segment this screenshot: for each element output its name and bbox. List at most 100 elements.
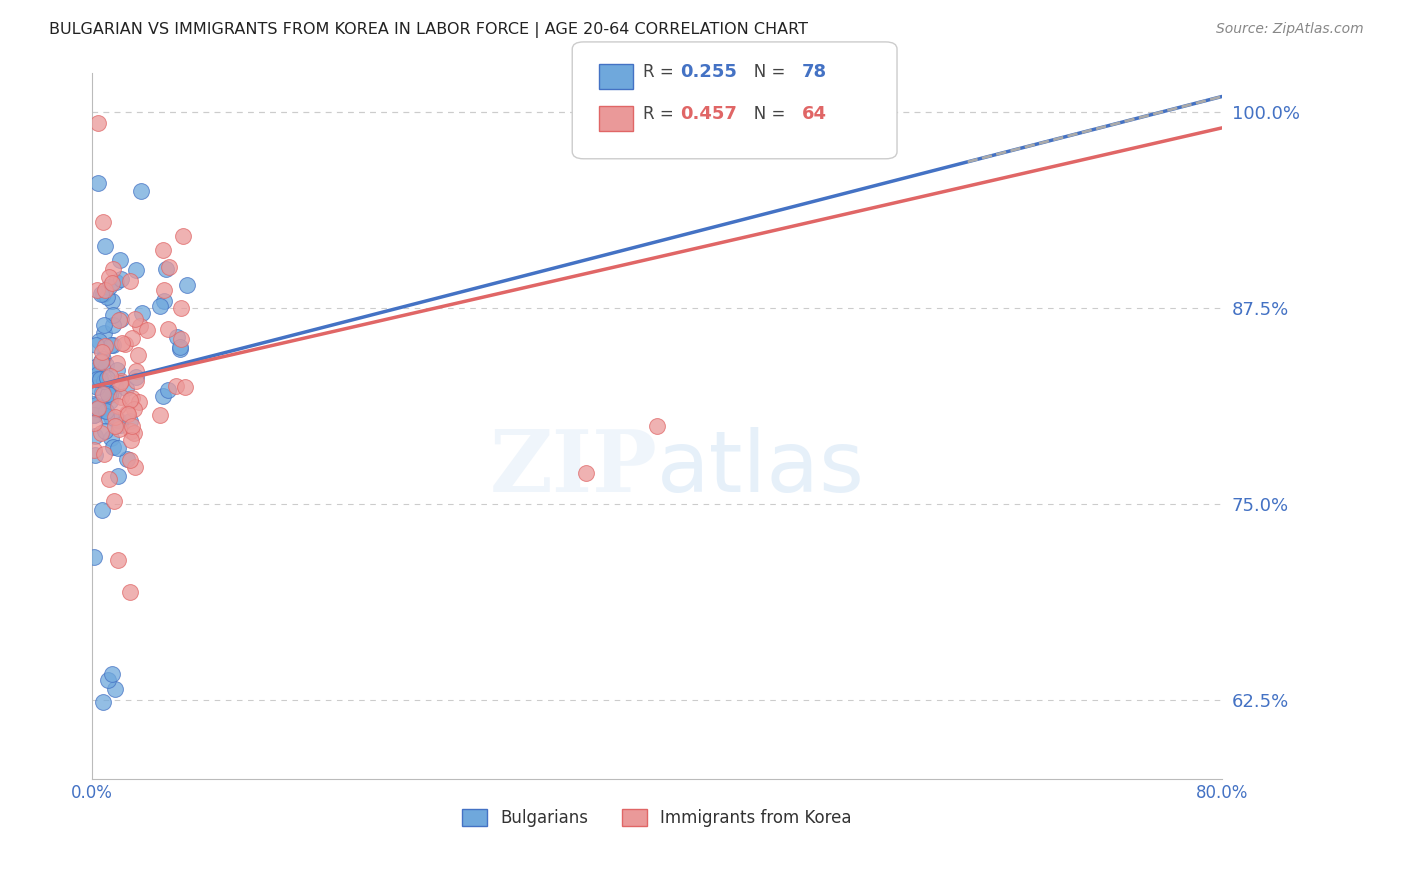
Point bbox=[121, 418, 143, 433]
Point bbox=[117, 407, 139, 421]
Point bbox=[149, 408, 172, 422]
Point bbox=[86, 362, 108, 376]
Point bbox=[110, 311, 132, 326]
Text: N =: N = bbox=[738, 104, 790, 122]
Point bbox=[120, 274, 142, 288]
Point bbox=[103, 337, 125, 351]
Point bbox=[86, 372, 108, 386]
Point bbox=[110, 336, 132, 351]
Point bbox=[93, 401, 115, 415]
Point bbox=[107, 399, 129, 413]
Point bbox=[118, 414, 141, 428]
Point bbox=[114, 337, 136, 351]
Point bbox=[172, 229, 194, 244]
Point bbox=[83, 443, 105, 458]
Point bbox=[136, 323, 159, 337]
Point bbox=[169, 343, 191, 357]
Point bbox=[84, 398, 107, 412]
Point bbox=[97, 472, 120, 486]
Point bbox=[176, 277, 198, 292]
Point bbox=[108, 312, 131, 326]
Point bbox=[90, 345, 112, 359]
Point bbox=[152, 243, 174, 257]
Text: 64: 64 bbox=[801, 104, 827, 122]
Point bbox=[90, 425, 112, 440]
Point bbox=[94, 359, 117, 373]
Text: R =: R = bbox=[643, 62, 679, 80]
Point bbox=[93, 318, 115, 332]
Point bbox=[96, 370, 118, 384]
Point bbox=[93, 695, 115, 709]
Point bbox=[93, 283, 115, 297]
Point bbox=[575, 466, 598, 480]
Point bbox=[125, 263, 148, 277]
Point bbox=[131, 306, 153, 320]
Point bbox=[100, 409, 122, 424]
Point bbox=[101, 440, 124, 454]
Point bbox=[114, 381, 136, 395]
Text: atlas: atlas bbox=[657, 426, 865, 510]
Point bbox=[100, 431, 122, 445]
Point bbox=[101, 293, 124, 308]
Point bbox=[169, 340, 191, 354]
Text: ZIP: ZIP bbox=[489, 426, 657, 510]
Point bbox=[98, 280, 121, 294]
Point bbox=[83, 408, 105, 422]
Point bbox=[107, 363, 129, 377]
Point bbox=[115, 406, 138, 420]
Text: N =: N = bbox=[738, 62, 790, 80]
Point bbox=[155, 261, 177, 276]
Point bbox=[97, 387, 120, 401]
Text: R =: R = bbox=[643, 104, 679, 122]
Point bbox=[645, 419, 668, 434]
Point bbox=[86, 283, 108, 297]
Point bbox=[93, 342, 115, 356]
Point bbox=[127, 348, 149, 362]
Point bbox=[169, 332, 191, 346]
Legend: Bulgarians, Immigrants from Korea: Bulgarians, Immigrants from Korea bbox=[456, 803, 859, 834]
Point bbox=[89, 371, 111, 385]
Point bbox=[93, 215, 115, 229]
Point bbox=[108, 417, 131, 432]
Point bbox=[93, 374, 115, 388]
Point bbox=[107, 469, 129, 483]
Text: 0.255: 0.255 bbox=[681, 62, 737, 80]
Point bbox=[108, 422, 131, 436]
Point bbox=[120, 434, 142, 448]
Point bbox=[104, 409, 127, 424]
Point bbox=[124, 460, 146, 475]
Point bbox=[91, 286, 114, 301]
Point bbox=[83, 550, 105, 565]
Point bbox=[108, 376, 131, 391]
Point bbox=[121, 391, 143, 405]
Point bbox=[90, 355, 112, 369]
Point bbox=[83, 416, 105, 430]
Point bbox=[100, 337, 122, 351]
Point bbox=[120, 585, 142, 599]
Point bbox=[115, 451, 138, 466]
Point bbox=[87, 334, 110, 349]
Point bbox=[86, 379, 108, 393]
Point bbox=[124, 312, 146, 326]
Point bbox=[122, 426, 145, 441]
Point bbox=[153, 283, 176, 297]
Point bbox=[129, 185, 152, 199]
Point bbox=[84, 429, 107, 443]
Point bbox=[104, 682, 127, 697]
Point bbox=[98, 369, 121, 384]
Point bbox=[84, 448, 107, 462]
Point bbox=[128, 394, 150, 409]
Point bbox=[104, 418, 127, 433]
Text: 0.457: 0.457 bbox=[681, 104, 737, 122]
Point bbox=[94, 238, 117, 252]
Point bbox=[100, 393, 122, 408]
Point bbox=[121, 331, 143, 345]
Point bbox=[91, 385, 114, 400]
Point bbox=[86, 402, 108, 417]
Point bbox=[157, 322, 180, 336]
Point bbox=[91, 387, 114, 401]
Point bbox=[152, 388, 174, 402]
Point bbox=[84, 338, 107, 352]
Text: Source: ZipAtlas.com: Source: ZipAtlas.com bbox=[1216, 22, 1364, 37]
Point bbox=[98, 387, 121, 401]
